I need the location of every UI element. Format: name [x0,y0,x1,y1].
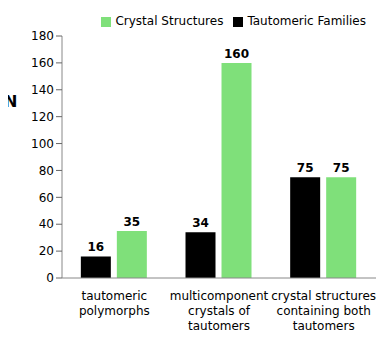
svg-text:16: 16 [87,240,104,254]
svg-text:crystal structures: crystal structures [271,289,376,303]
svg-text:0: 0 [46,271,54,285]
svg-text:34: 34 [192,216,209,230]
svg-text:140: 140 [31,83,54,97]
svg-text:tautomers: tautomers [188,319,250,333]
svg-text:tautomeric: tautomeric [82,289,148,303]
svg-text:20: 20 [39,244,54,258]
html-text:Tautomeric Families: Tautomeric Families [247,14,366,28]
svg-text:N: N [8,92,17,111]
svg-text:80: 80 [39,164,54,178]
svg-text:75: 75 [297,161,314,175]
svg-text:180: 180 [31,29,54,43]
svg-text:160: 160 [224,47,249,61]
svg-text:multicomponent: multicomponent [170,289,269,303]
svg-text:100: 100 [31,137,54,151]
svg-text:75: 75 [333,161,350,175]
svg-text:tautomers: tautomers [293,319,355,333]
svg-text:crystals of: crystals of [188,304,251,318]
svg-text:35: 35 [123,215,140,229]
html-text:Crystal Structures: Crystal Structures [115,14,224,28]
svg-text:120: 120 [31,110,54,124]
svg-text:60: 60 [39,191,54,205]
svg-text:40: 40 [39,217,54,231]
svg-text:containing both: containing both [277,304,371,318]
svg-text:160: 160 [31,56,54,70]
svg-text:polymorphs: polymorphs [79,304,150,318]
